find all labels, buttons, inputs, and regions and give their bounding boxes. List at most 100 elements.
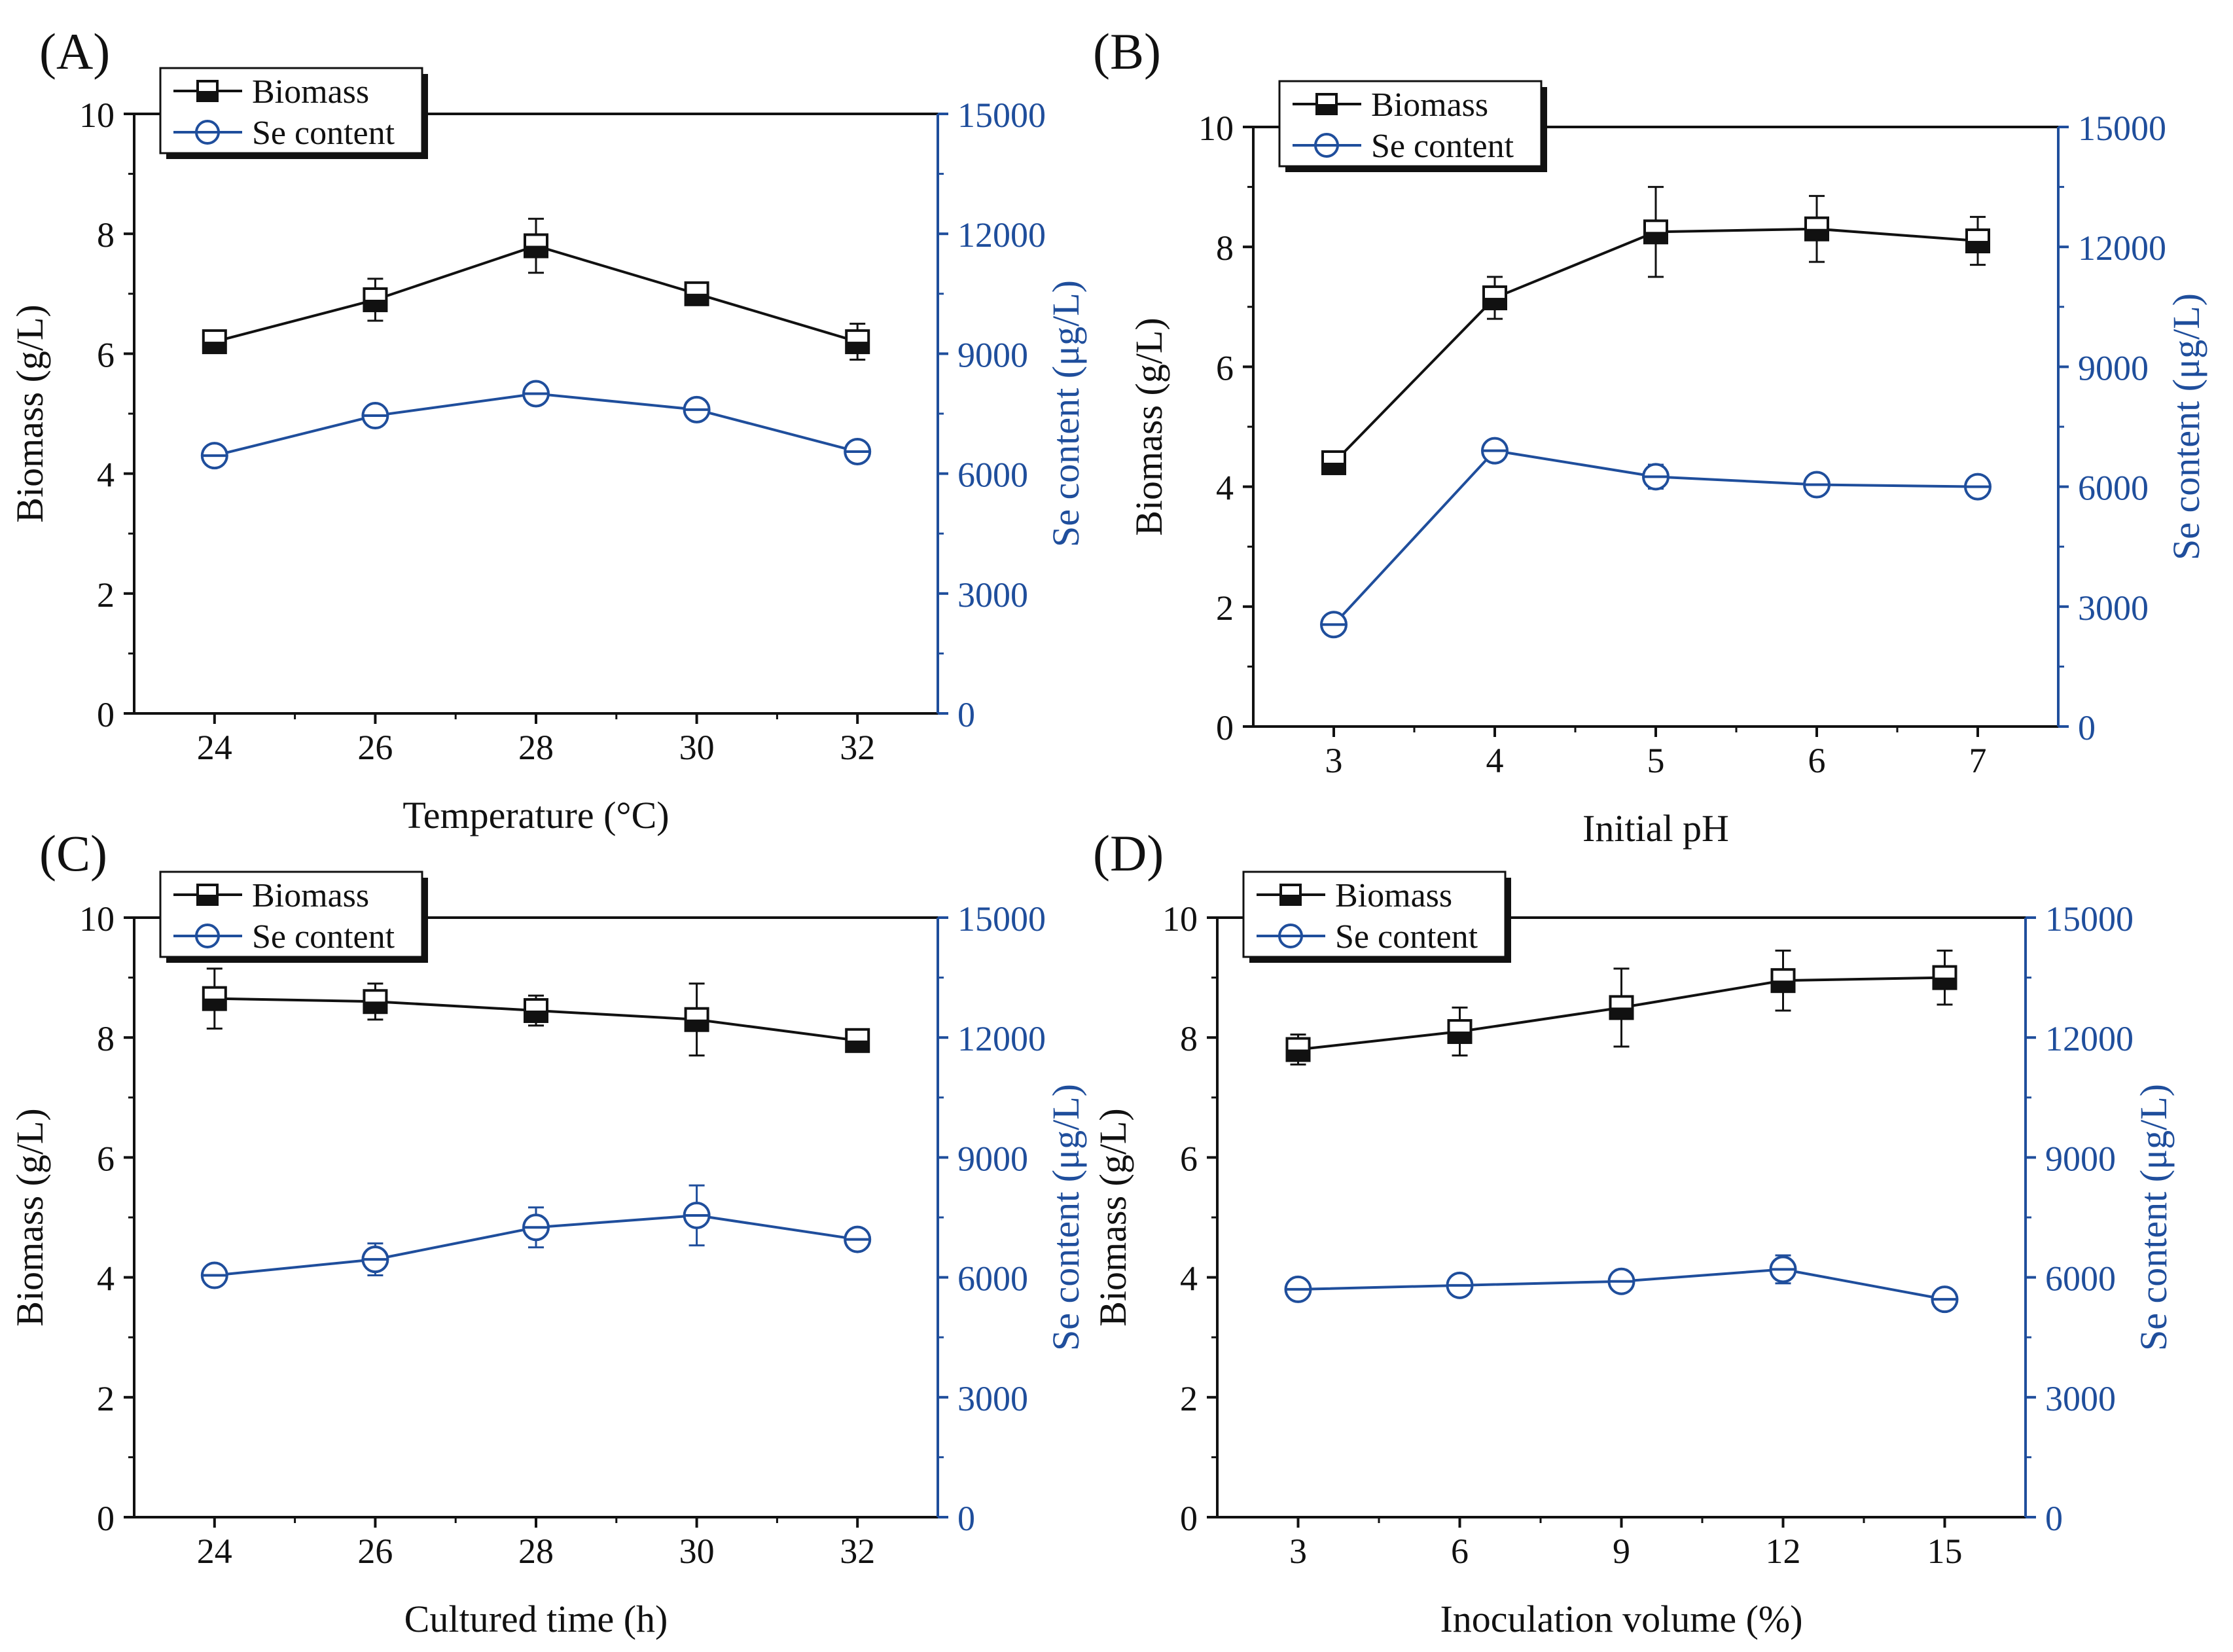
legend-se-label: Se content: [1335, 918, 1478, 956]
biomass-point-fill: [1645, 232, 1667, 243]
y2-tick-label: 3000: [957, 575, 1028, 615]
x-axis-title: Cultured time (h): [404, 1598, 668, 1640]
legend-biomass-label: Biomass: [252, 877, 369, 914]
legend-biomass-label: Biomass: [1335, 877, 1452, 914]
legend-biomass-marker-fill: [1317, 104, 1336, 114]
x-tick-label: 26: [357, 1532, 393, 1571]
y2-tick-label: 9000: [957, 335, 1028, 374]
legend: Biomass Se content: [159, 871, 428, 963]
x-tick-label: 30: [679, 1532, 715, 1571]
y-axis-title: Biomass (g/L): [9, 1108, 51, 1326]
y-tick-label: 2: [97, 575, 115, 615]
biomass-series: [202, 217, 870, 361]
x-tick-label: 28: [518, 1532, 554, 1571]
x-axis-title: Temperature (°C): [402, 794, 669, 836]
y2-tick-label: 9000: [2078, 348, 2149, 387]
biomass-point-fill: [525, 245, 547, 257]
x-tick-label: 7: [1969, 741, 1987, 780]
biomass-point-fill: [1323, 462, 1345, 474]
y-tick-label: 10: [1198, 109, 1234, 148]
y2-axis-title: Se content (μg/L): [1045, 1084, 1087, 1351]
x-tick-label: 12: [1766, 1532, 1801, 1571]
legend-biomass-marker-fill: [1281, 895, 1300, 905]
y2-tick-label: 12000: [2045, 1019, 2134, 1058]
y2-axis-title: Se content (μg/L): [2132, 1084, 2175, 1351]
x-tick-label: 26: [357, 728, 393, 767]
y-tick-label: 10: [1162, 899, 1198, 939]
y-axis-title: Biomass (g/L): [1128, 317, 1170, 535]
y2-tick-label: 0: [2078, 708, 2096, 747]
y2-tick-label: 3000: [2045, 1379, 2116, 1418]
biomass-point-fill: [1448, 1032, 1471, 1043]
y-tick-label: 4: [1216, 469, 1234, 508]
y2-tick-label: 0: [2045, 1499, 2063, 1538]
x-tick-label: 6: [1808, 741, 1826, 780]
y2-tick-label: 15000: [957, 96, 1046, 135]
y-tick-label: 6: [1216, 348, 1234, 387]
legend-se-label: Se content: [252, 918, 395, 956]
y-tick-label: 8: [97, 1019, 115, 1058]
y2-tick-label: 0: [957, 1499, 975, 1538]
x-tick-label: 5: [1647, 741, 1665, 780]
x-axis-title: Initial pH: [1582, 807, 1729, 850]
panel-label: (B): [1093, 23, 1161, 80]
legend-biomass-marker-fill: [198, 91, 217, 101]
y2-axis-title: Se content (μg/L): [2165, 293, 2207, 560]
panel-label: (C): [39, 825, 107, 882]
se-content-series: [200, 1184, 872, 1289]
biomass-point-fill: [203, 342, 226, 353]
x-tick-label: 32: [840, 1532, 875, 1571]
y-tick-label: 0: [1216, 708, 1234, 747]
legend-se-label: Se content: [252, 115, 395, 152]
biomass-point-fill: [1967, 241, 1989, 253]
biomass-point-fill: [525, 1010, 547, 1022]
legend: Biomass Se content: [1278, 80, 1547, 172]
biomass-point-fill: [203, 998, 226, 1010]
legend: Biomass Se content: [1242, 871, 1511, 963]
y-tick-label: 2: [97, 1379, 115, 1418]
y2-tick-label: 15000: [2078, 109, 2166, 148]
x-tick-label: 30: [679, 728, 715, 767]
x-tick-label: 9: [1613, 1532, 1630, 1571]
biomass-point-fill: [1933, 977, 1956, 989]
y-tick-label: 4: [97, 1259, 115, 1299]
panel-label: (D): [1093, 825, 1164, 882]
y2-tick-label: 6000: [957, 1259, 1028, 1299]
legend-se-label: Se content: [1371, 128, 1514, 165]
y-tick-label: 6: [97, 335, 115, 374]
y2-tick-label: 12000: [957, 1019, 1046, 1058]
x-tick-label: 4: [1486, 741, 1504, 780]
y2-tick-label: 6000: [2078, 469, 2149, 508]
biomass-point-fill: [364, 1001, 387, 1013]
x-tick-label: 15: [1927, 1532, 1963, 1571]
x-tick-label: 24: [197, 728, 232, 767]
y2-tick-label: 15000: [957, 899, 1046, 939]
y2-tick-label: 9000: [2045, 1139, 2116, 1178]
panel-b: (B) 0 2 4 6 8 10 0 3000 6000 9000 12000 15000 3 4 5 6 7 In…: [1093, 23, 2207, 850]
biomass-series: [1285, 949, 1957, 1066]
biomass-point-fill: [685, 293, 708, 305]
x-tick-label: 6: [1451, 1532, 1469, 1571]
y-tick-label: 8: [97, 215, 115, 255]
y-axis-title: Biomass (g/L): [1092, 1108, 1134, 1326]
biomass-point-fill: [846, 1040, 869, 1052]
y2-tick-label: 3000: [2078, 588, 2149, 628]
y2-tick-label: 9000: [957, 1139, 1028, 1178]
y2-tick-label: 6000: [957, 456, 1028, 495]
biomass-series: [202, 967, 870, 1057]
biomass-point-fill: [1806, 228, 1828, 240]
biomass-point-fill: [1484, 298, 1506, 310]
y-tick-label: 0: [97, 695, 115, 734]
se-content-series: [200, 380, 872, 470]
biomass-point-fill: [1287, 1049, 1310, 1061]
legend-biomass-marker-fill: [198, 895, 217, 905]
biomass-point-fill: [1610, 1007, 1633, 1019]
panel-d: (D) 0 2 4 6 8 10 0 3000 6000 9000 12000 15000 3 6 9 12 15…: [1092, 825, 2175, 1640]
y-tick-label: 10: [79, 96, 115, 135]
legend: Biomass Se content: [159, 67, 428, 159]
panel-label: (A): [39, 23, 110, 80]
biomass-point-fill: [685, 1019, 708, 1031]
